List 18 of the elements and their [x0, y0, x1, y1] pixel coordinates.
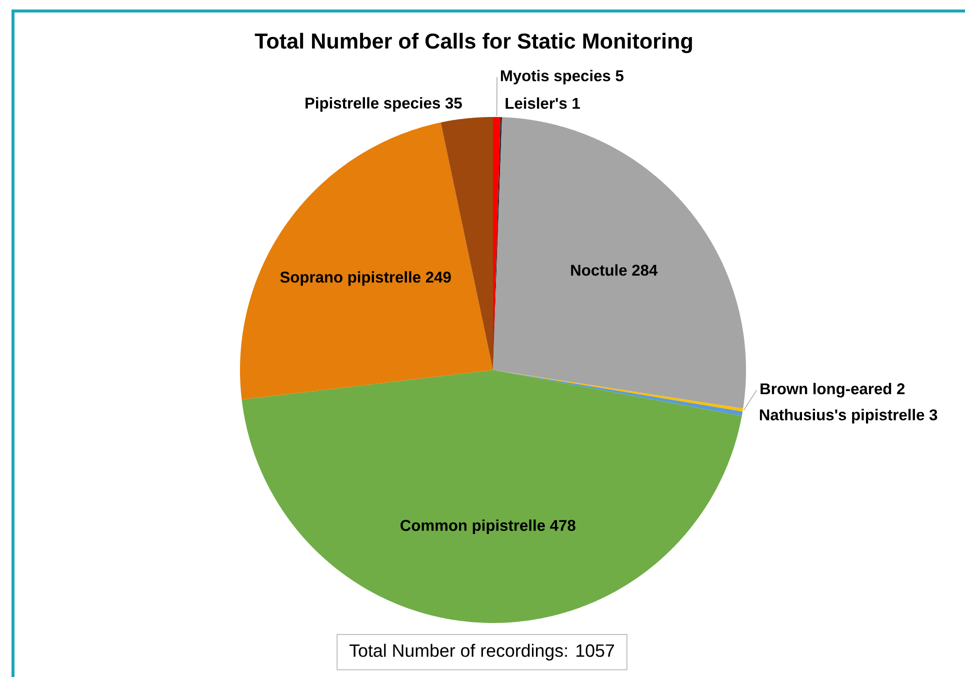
data-label: 478: [550, 520, 576, 531]
data-label: 3: [929, 409, 938, 420]
slice-label: Leisler's: [506, 97, 567, 109]
slice-label: Soprano pipistrelle: [280, 271, 421, 286]
data-label: 1: [572, 98, 580, 109]
slice-label: Common pipistrelle: [400, 519, 545, 534]
slice-label: Brown long-eared: [760, 382, 892, 398]
data-label: 5: [616, 70, 624, 82]
slice-label: Pipistrelle species: [306, 97, 440, 112]
data-label: 249: [426, 272, 451, 283]
data-label: 35: [445, 98, 462, 109]
slice-label: Nathusius's pipistrelle: [760, 408, 924, 424]
text: Total Number of recordings: 1057: [349, 644, 614, 660]
slice-label: Noctule: [571, 264, 627, 276]
data-label: 284: [632, 264, 658, 276]
data-label: 2: [897, 383, 905, 394]
slice-label: Myotis species: [500, 70, 610, 84]
chart-title: Total Number of Calls for Static Monitoring: [254, 32, 692, 54]
